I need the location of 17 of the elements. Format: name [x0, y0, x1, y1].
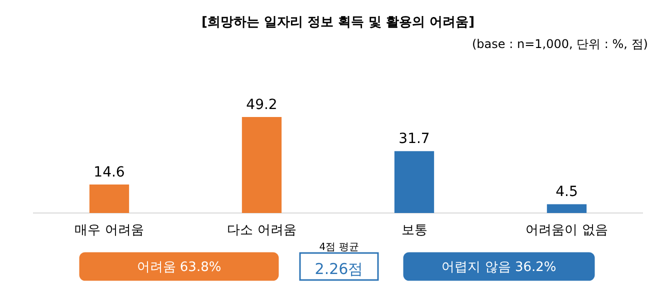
- bar: [89, 184, 130, 213]
- bar: [394, 151, 434, 213]
- x-tick-label: 매우 어려움: [74, 223, 144, 238]
- data-label: 49.2: [246, 97, 278, 113]
- chart-subtitle: (base : n=1,000, 단위 : %, 점): [472, 37, 648, 51]
- text: 4점 평균 2.26점: [314, 242, 364, 278]
- text: 어려움 63.8%: [136, 260, 222, 275]
- x-tick-label: 어려움이 없음: [526, 223, 608, 238]
- data-label: 31.7: [398, 131, 430, 148]
- x-tick-label: 다소 어려움: [227, 223, 296, 238]
- data-label: 4.5: [556, 184, 578, 200]
- bar: [546, 204, 587, 213]
- chart-title: [희망하는 일자리 정보 획득 및 활용의 어려움]: [201, 15, 475, 30]
- bar: [242, 117, 282, 213]
- x-tick-label: 보통: [401, 223, 428, 238]
- text: 어렵지 않음 36.2%: [442, 260, 556, 275]
- data-label: 14.6: [94, 164, 125, 181]
